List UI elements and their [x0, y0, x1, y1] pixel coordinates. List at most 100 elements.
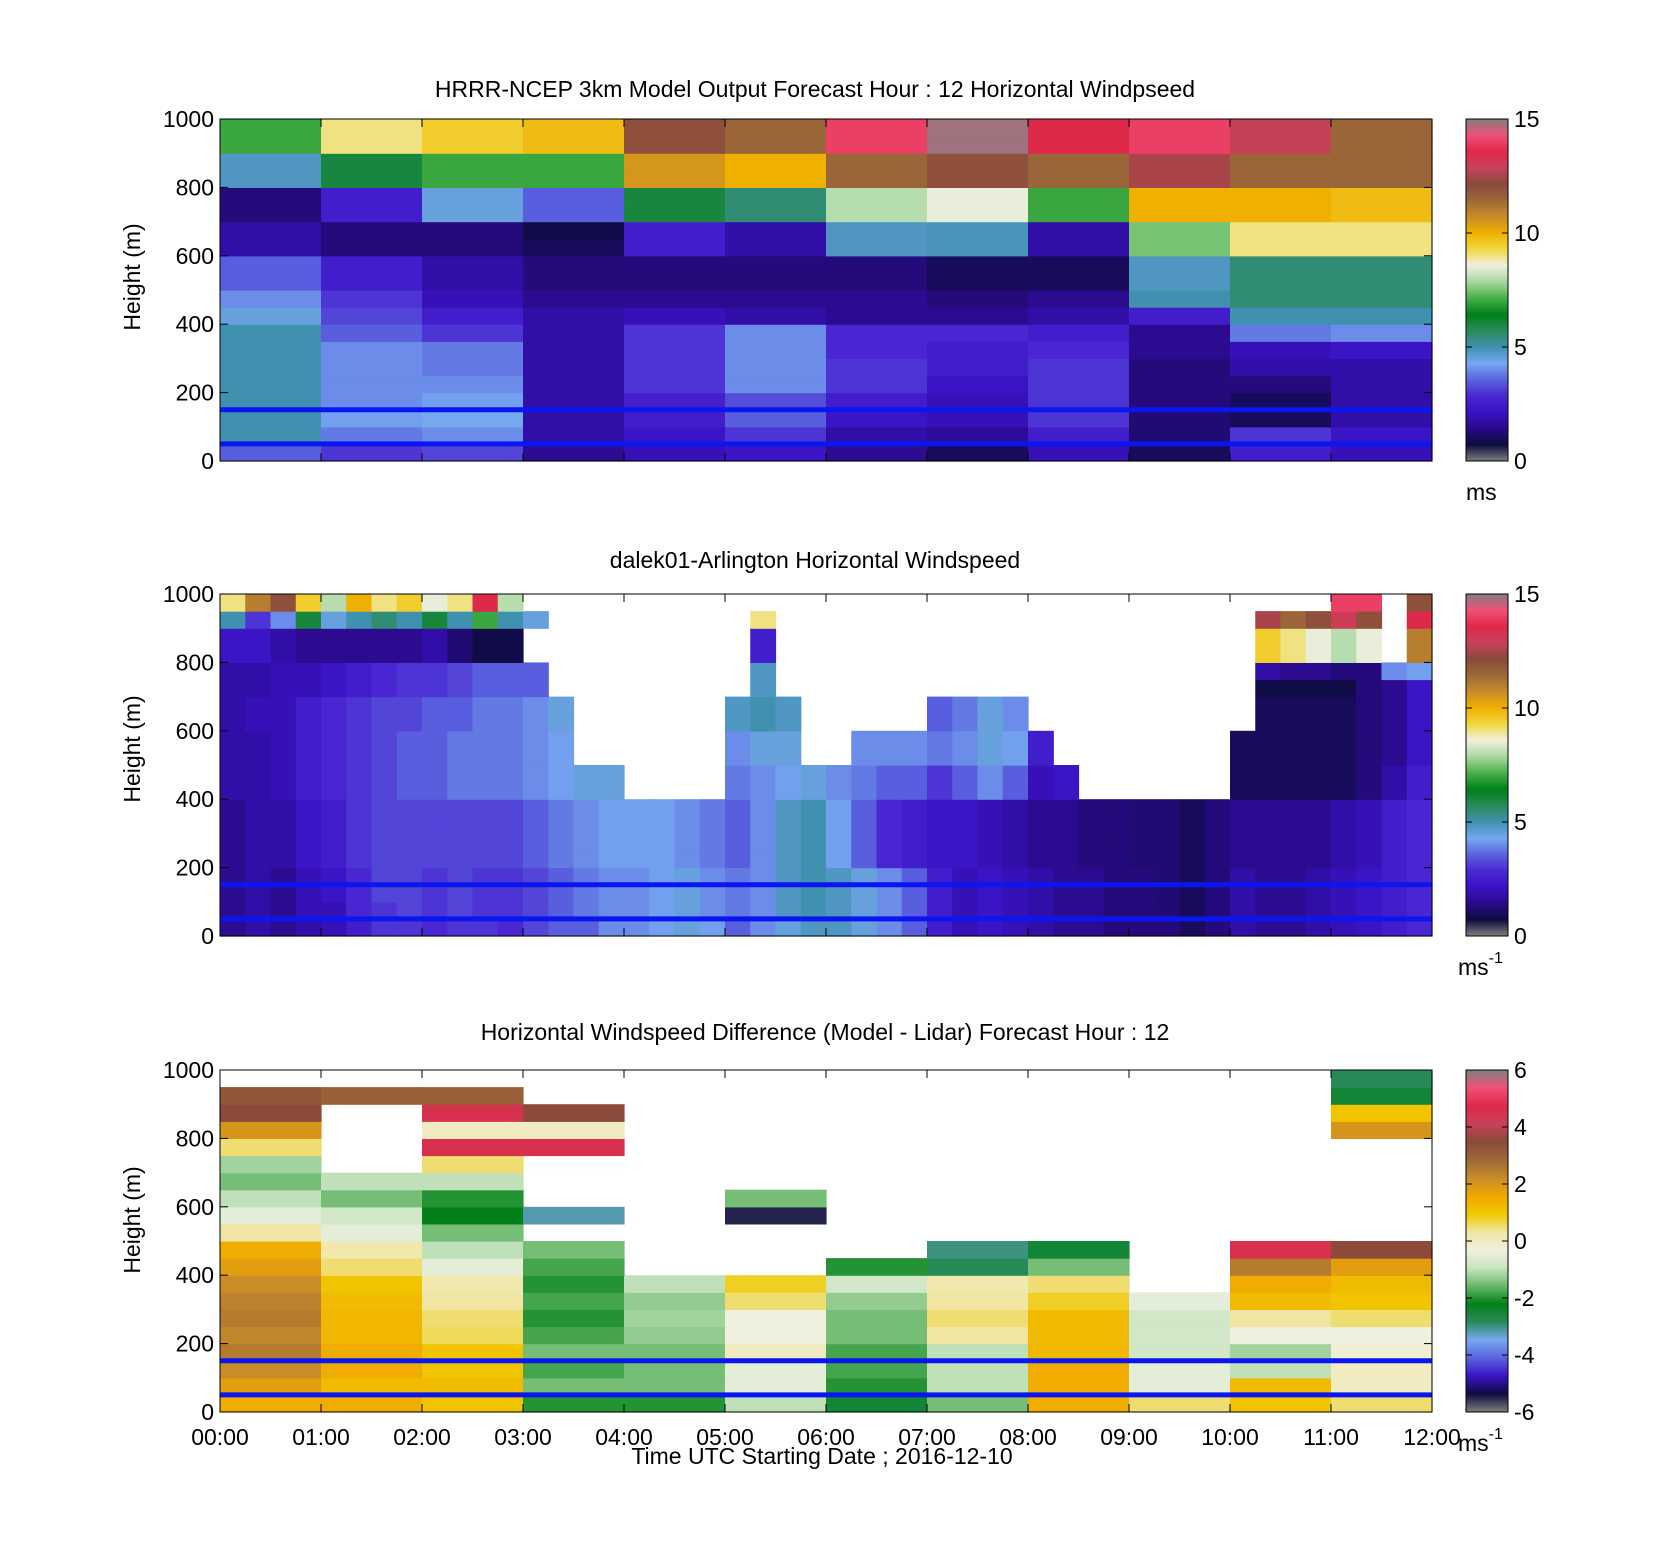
heatmap-cell [1331, 426, 1433, 445]
heatmap-cell [422, 1172, 524, 1191]
heatmap-cell [624, 136, 726, 154]
heatmap-cell [598, 884, 625, 903]
heatmap-cell [1028, 426, 1130, 445]
heatmap-cell [1028, 324, 1130, 342]
x-tick-label: 02:00 [393, 1424, 451, 1450]
heatmap-cell [220, 1241, 322, 1259]
heatmap-cell [321, 713, 347, 732]
heatmap-cell [1406, 696, 1433, 715]
heatmap-cell [295, 730, 322, 749]
heatmap-cell [1331, 662, 1357, 681]
heatmap-cell [725, 816, 751, 834]
heatmap-cell [220, 1189, 322, 1208]
heatmap-cell [523, 1394, 625, 1413]
heatmap-cell [1381, 884, 1408, 903]
heatmap-cell [472, 730, 499, 749]
colorbar-tick-label: 15 [1514, 581, 1540, 607]
heatmap-cell [523, 255, 625, 274]
heatmap-cell [1204, 850, 1231, 869]
heatmap-cell [220, 867, 246, 886]
heatmap-cell [826, 1275, 928, 1293]
heatmap-cell [1078, 833, 1105, 852]
heatmap-cell [901, 765, 928, 783]
heatmap-cell [1331, 867, 1357, 886]
heatmap-cells [220, 594, 1433, 937]
heatmap-cell [1280, 713, 1307, 732]
heatmap-cell [573, 884, 600, 903]
y-tick-label: 0 [201, 923, 214, 949]
heatmap-cell [1331, 443, 1433, 462]
heatmap-cell [1129, 187, 1231, 206]
heatmap-cell [1356, 833, 1383, 852]
heatmap-cell [826, 1343, 928, 1362]
heatmap-cell [1028, 358, 1130, 377]
heatmap-cell [1230, 153, 1332, 171]
heatmap-cell [826, 833, 852, 852]
y-axis-label: Height (m) [119, 223, 145, 330]
heatmap-cell [1331, 1258, 1433, 1276]
heatmap-cell [1078, 901, 1105, 920]
heatmap-cell [927, 324, 1029, 342]
heatmap-cell [220, 1087, 322, 1105]
heatmap-cell [270, 765, 297, 783]
heatmap-cell [1154, 850, 1181, 869]
heatmap-cell [321, 1223, 423, 1242]
heatmap-cell [573, 850, 600, 869]
heatmap-cell [725, 170, 827, 188]
heatmap-cell [422, 799, 448, 817]
heatmap-cell [1255, 816, 1282, 834]
heatmap-cell [523, 324, 625, 342]
heatmap-cell [826, 1258, 928, 1276]
heatmap-cell [447, 816, 474, 834]
heatmap-cell [1255, 628, 1282, 646]
reference-lines [220, 882, 1432, 922]
heatmap-cell [220, 884, 246, 903]
heatmap-cell [245, 594, 272, 612]
heatmap-cell [1179, 799, 1206, 817]
heatmap-cell [422, 1292, 524, 1310]
heatmap-cell [826, 816, 852, 834]
heatmap-cell [1028, 136, 1130, 154]
heatmap-cell [1028, 816, 1054, 834]
y-axis-label: Height (m) [119, 1166, 145, 1273]
heatmap-cell [952, 730, 979, 749]
heatmap-cell [1028, 1343, 1130, 1362]
colorbar-gradient [1465, 118, 1509, 462]
heatmap-cell [725, 884, 751, 903]
heatmap-cell [674, 799, 701, 817]
heatmap-cell [1028, 799, 1054, 817]
heatmap-cell [220, 747, 246, 766]
heatmap-cell [1028, 918, 1054, 937]
heatmap-cell [548, 713, 575, 732]
heatmap-cell [826, 324, 928, 342]
heatmap-cell [371, 628, 398, 646]
heatmap-cell [523, 409, 625, 428]
heatmap-cell [927, 833, 953, 852]
heatmap-cell [977, 799, 1004, 817]
heatmap-cell [321, 170, 423, 188]
heatmap-cell [750, 918, 777, 937]
heatmap-cell [220, 1360, 322, 1379]
heatmap-cell [1406, 594, 1433, 612]
heatmap-cell [775, 918, 802, 937]
colorbar-tick-label: -2 [1514, 1285, 1534, 1311]
heatmap-cell [1028, 170, 1130, 188]
heatmap-cell [245, 713, 272, 732]
heatmap-cell [245, 730, 272, 749]
heatmap-cell [220, 816, 246, 834]
heatmap-cell [1028, 867, 1054, 886]
heatmap-cell [1331, 850, 1357, 869]
heatmap-cell [422, 696, 448, 715]
heatmap-cell [245, 918, 272, 937]
heatmap-cell [1356, 782, 1383, 800]
heatmap-cell [649, 884, 676, 903]
heatmap-cell [1331, 884, 1357, 903]
heatmap-cell [220, 1377, 322, 1396]
heatmap-cell [1028, 850, 1054, 869]
heatmap-cell [952, 816, 979, 834]
heatmap-cell [321, 324, 423, 342]
heatmap-cell [371, 782, 398, 800]
heatmap-cell [1230, 375, 1332, 394]
heatmap-cell [422, 272, 524, 291]
heatmap-cell [220, 611, 246, 629]
